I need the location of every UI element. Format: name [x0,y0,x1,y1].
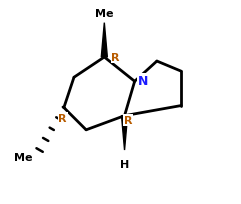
Text: Me: Me [95,9,114,19]
Text: R: R [124,115,132,125]
Text: H: H [120,159,129,169]
Polygon shape [101,23,107,58]
Polygon shape [121,116,127,150]
Text: R: R [111,53,120,63]
Text: R: R [58,113,67,123]
Text: N: N [138,74,148,87]
Text: Me: Me [14,152,33,162]
